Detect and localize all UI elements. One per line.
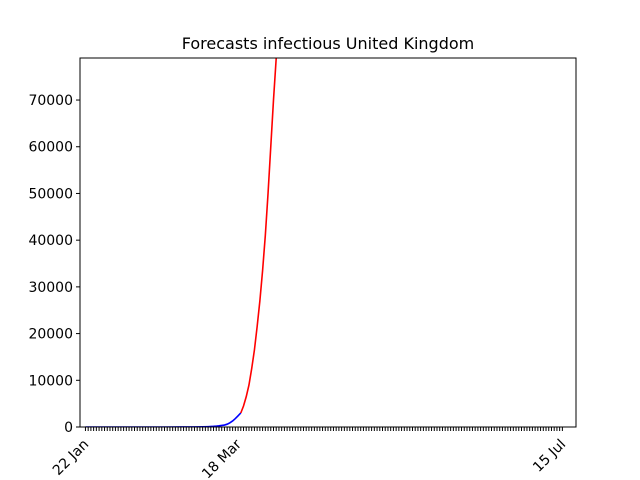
y-tick-label: 0 bbox=[64, 420, 73, 436]
y-axis: 0 10000 20000 30000 40000 50000 60000 70000 bbox=[28, 93, 80, 436]
x-tick-label: 15 Jul bbox=[530, 437, 569, 476]
series-layer bbox=[85, 58, 278, 427]
y-tick-label: 10000 bbox=[28, 373, 73, 389]
y-tick-label: 60000 bbox=[28, 140, 73, 156]
x-tick-label: 18 Mar bbox=[199, 436, 245, 480]
series-line-2 bbox=[240, 58, 278, 414]
chart-title: Forecasts infectious United Kingdom bbox=[182, 34, 474, 53]
y-tick-label: 70000 bbox=[28, 93, 73, 109]
y-tick-label: 50000 bbox=[28, 186, 73, 202]
x-axis: 22 Jan 18 Mar 15 Jul bbox=[50, 427, 569, 480]
series-line-1 bbox=[85, 412, 242, 427]
plot-frame bbox=[79, 57, 577, 428]
y-tick-label: 40000 bbox=[28, 233, 73, 249]
y-tick-label: 30000 bbox=[28, 280, 73, 296]
x-tick-label: 22 Jan bbox=[50, 437, 92, 479]
y-tick-label: 20000 bbox=[28, 327, 73, 343]
